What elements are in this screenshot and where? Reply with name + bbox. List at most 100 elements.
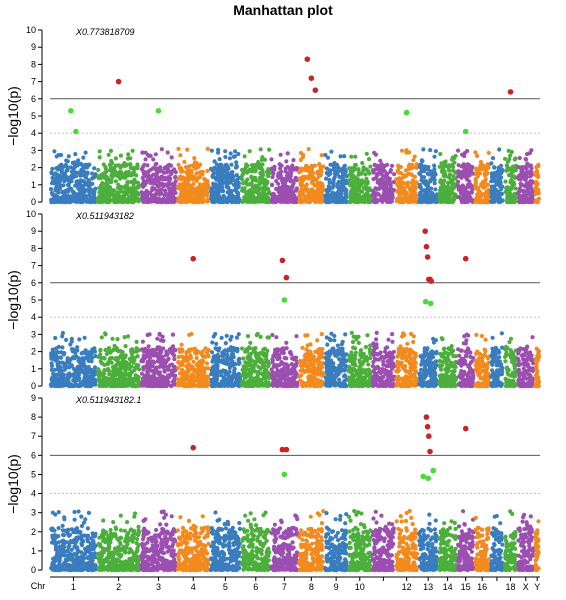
- snp-point: [371, 176, 376, 182]
- snp-point: [192, 156, 197, 161]
- snp-point: [231, 154, 236, 159]
- snp-point: [54, 166, 59, 171]
- snp-point: [163, 360, 168, 365]
- snp-point: [418, 185, 423, 190]
- snp-point: [266, 186, 271, 192]
- snp-point: [55, 362, 61, 367]
- snp-point: [195, 371, 200, 376]
- snp-point: [89, 376, 94, 381]
- snp-point: [155, 183, 160, 188]
- snp-point: [413, 198, 418, 203]
- snp-point: [169, 368, 174, 373]
- snp-point: [288, 171, 293, 176]
- snp-point: [69, 339, 74, 344]
- snp-point: [93, 172, 98, 177]
- snp-point: [225, 352, 230, 357]
- snp-point: [135, 354, 140, 359]
- snp-point: [92, 348, 97, 353]
- snp-point: [117, 370, 122, 376]
- snp-point: [378, 158, 383, 163]
- significant-snp-point: [115, 78, 122, 85]
- snp-point: [73, 183, 78, 188]
- snp-point: [364, 167, 369, 172]
- snp-point: [197, 198, 203, 203]
- snp-point: [363, 172, 368, 177]
- snp-point: [430, 197, 435, 202]
- snp-point: [86, 163, 91, 168]
- snp-point: [473, 177, 478, 182]
- snp-point: [48, 187, 54, 192]
- snp-point: [157, 189, 162, 194]
- snp-point: [201, 372, 206, 377]
- snp-point: [169, 188, 174, 194]
- snp-point: [98, 188, 103, 193]
- suggestive-snp-point: [462, 128, 469, 135]
- snp-point: [405, 196, 410, 201]
- snp-point: [218, 167, 223, 172]
- panel-name: X0.511943182: [75, 211, 134, 221]
- snp-point: [110, 336, 115, 341]
- snp-point: [154, 172, 159, 177]
- snp-point: [52, 149, 57, 154]
- snp-point: [194, 178, 199, 183]
- snp-point: [109, 376, 114, 381]
- y-tick-label: 7: [31, 77, 36, 87]
- snp-point: [462, 189, 467, 194]
- snp-point: [328, 162, 333, 167]
- snp-point: [226, 175, 231, 180]
- snp-point: [147, 332, 152, 337]
- snp-point: [137, 183, 142, 189]
- snp-point: [210, 340, 215, 345]
- snp-point: [118, 348, 123, 354]
- snp-point: [143, 199, 148, 204]
- snp-point: [473, 150, 478, 155]
- snp-point: [337, 174, 342, 179]
- snp-point: [503, 179, 508, 184]
- snp-point: [451, 164, 456, 169]
- snp-point: [229, 162, 234, 167]
- snp-point: [127, 374, 132, 379]
- snp-point: [148, 383, 153, 389]
- snp-point: [63, 174, 69, 179]
- snp-point: [440, 165, 445, 170]
- snp-point: [330, 180, 336, 185]
- snp-point: [59, 368, 64, 373]
- snp-point: [135, 375, 140, 380]
- snp-point: [160, 334, 165, 339]
- snp-point: [284, 159, 289, 164]
- snp-point: [109, 179, 114, 184]
- y-tick-label: 10: [26, 25, 36, 35]
- snp-point: [408, 187, 414, 192]
- snp-point: [148, 190, 153, 195]
- snp-point: [145, 193, 150, 198]
- snp-point: [315, 183, 320, 188]
- snp-point: [181, 181, 186, 186]
- snp-point: [128, 186, 133, 191]
- snp-point: [150, 196, 156, 201]
- snp-point: [376, 192, 381, 197]
- suggestive-snp-point: [68, 108, 74, 114]
- snp-point: [276, 175, 282, 180]
- snp-point: [213, 346, 218, 351]
- snp-point: [349, 154, 354, 159]
- snp-point: [224, 179, 230, 184]
- snp-point: [176, 199, 181, 204]
- snp-point: [140, 193, 145, 199]
- snp-point: [179, 169, 184, 174]
- snp-point: [221, 194, 226, 199]
- snp-point: [460, 199, 465, 204]
- snp-point: [64, 158, 69, 163]
- snp-point: [115, 337, 120, 342]
- snp-point: [402, 192, 407, 197]
- snp-point: [59, 162, 64, 167]
- snp-point: [383, 175, 388, 180]
- snp-point: [74, 354, 79, 359]
- snp-point: [53, 186, 58, 191]
- snp-point: [235, 349, 240, 354]
- snp-point: [325, 199, 331, 205]
- snp-point: [212, 372, 217, 377]
- snp-point: [161, 376, 166, 382]
- snp-point: [412, 187, 417, 192]
- snp-point: [247, 149, 252, 154]
- snp-point: [149, 178, 154, 183]
